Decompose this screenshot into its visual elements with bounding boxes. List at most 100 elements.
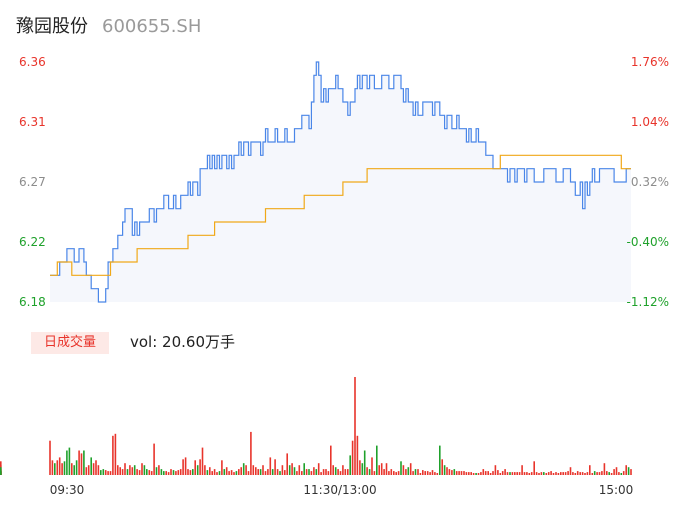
volume-bar: [426, 471, 429, 475]
volume-bar: [291, 463, 293, 475]
volume-bar: [494, 465, 497, 475]
y-tick-right: -1.12%: [627, 295, 669, 309]
volume-bar: [228, 471, 230, 475]
volume-bar: [305, 469, 308, 475]
volume-bar: [308, 469, 310, 475]
volume-bar: [61, 463, 63, 475]
volume-bar: [608, 472, 610, 475]
volume-bar: [390, 469, 393, 475]
volume-bar: [409, 463, 412, 475]
volume-bar: [429, 472, 431, 475]
volume-bar: [547, 472, 550, 475]
volume-bar: [310, 471, 313, 475]
volume-bar: [572, 472, 574, 475]
volume-bar: [441, 459, 443, 475]
volume-bar: [351, 440, 354, 475]
average-price-line: [50, 154, 631, 276]
volume-bar: [143, 465, 146, 475]
volume-bar: [569, 467, 572, 475]
volume-bar: [591, 473, 594, 475]
volume-bar: [388, 471, 390, 475]
volume-bar: [63, 461, 66, 475]
volume-bar: [468, 472, 470, 475]
volume-bar: [49, 440, 51, 475]
volume-bar: [431, 470, 434, 475]
y-tick-left: 6.18: [19, 295, 46, 309]
x-tick-label: 09:30: [50, 483, 85, 497]
volume-bar: [288, 465, 291, 475]
volume-bar: [376, 445, 378, 475]
volume-bar: [158, 465, 160, 475]
volume-bar: [267, 469, 269, 475]
volume-bar: [223, 469, 226, 475]
stock-code: 600655.SH: [102, 16, 202, 37]
volume-bar: [407, 467, 410, 475]
volume-bar: [167, 472, 170, 475]
volume-bar: [606, 471, 608, 475]
volume-bar: [213, 469, 216, 475]
volume-bar: [560, 472, 562, 475]
volume-bar: [550, 471, 552, 475]
volume-bar: [455, 471, 458, 475]
volume-bar: [622, 471, 625, 475]
volume-bar: [412, 471, 414, 475]
volume-bar: [133, 465, 136, 475]
volume-bar: [138, 470, 141, 475]
volume-bar: [301, 471, 303, 475]
volume-bar: [129, 465, 131, 475]
volume-bar: [194, 460, 196, 475]
volume-bar: [562, 472, 564, 475]
volume-bar: [446, 467, 448, 475]
volume-bar: [279, 471, 281, 475]
volume-bar: [179, 469, 182, 475]
volume-bar: [579, 472, 581, 475]
volume-bar: [620, 473, 623, 475]
volume-bar: [439, 445, 441, 475]
volume-bar: [477, 473, 480, 475]
volume-bar: [330, 445, 332, 475]
volume-bar: [242, 463, 245, 475]
volume-bar: [598, 472, 601, 475]
y-tick-left: 6.22: [19, 235, 46, 249]
volume-bar: [528, 473, 531, 475]
volume-bar: [182, 459, 184, 475]
volume-bar: [252, 465, 255, 475]
volume-bar: [349, 455, 351, 475]
volume-bar: [56, 460, 59, 475]
volume-bar: [557, 473, 560, 475]
volume-bar: [141, 463, 143, 475]
volume-bar: [518, 472, 521, 475]
volume-bar: [596, 472, 598, 475]
volume-bar: [114, 433, 117, 475]
volume-bar: [73, 465, 75, 475]
volume-bar: [235, 471, 238, 475]
volume-bar: [85, 467, 88, 475]
volume-bar: [100, 470, 102, 475]
volume-bar: [347, 469, 349, 475]
volume-bar: [117, 465, 119, 475]
volume-bar: [177, 470, 180, 475]
volume-bar: [274, 459, 276, 475]
volume-bar: [92, 463, 95, 475]
volume-bar: [402, 465, 405, 475]
volume-bar: [126, 469, 129, 475]
volume-bar: [458, 471, 460, 475]
volume-bar: [259, 469, 262, 475]
volume-bar: [472, 473, 475, 475]
volume-bar: [506, 472, 509, 475]
volume-bar: [497, 470, 499, 475]
volume-bar: [613, 469, 615, 475]
volume-bar: [448, 469, 451, 475]
volume-bar: [218, 471, 221, 475]
volume-bar: [184, 457, 187, 475]
volume-bar: [66, 450, 68, 475]
volume-bar: [163, 471, 165, 475]
volume-bar: [245, 465, 247, 475]
volume-bar: [499, 473, 502, 475]
volume-bar: [327, 471, 330, 475]
volume-bar: [160, 469, 163, 475]
y-tick-left: 6.31: [19, 115, 46, 129]
x-tick-label: 15:00: [599, 483, 634, 497]
volume-bar: [482, 469, 485, 475]
volume-bar: [153, 443, 155, 475]
